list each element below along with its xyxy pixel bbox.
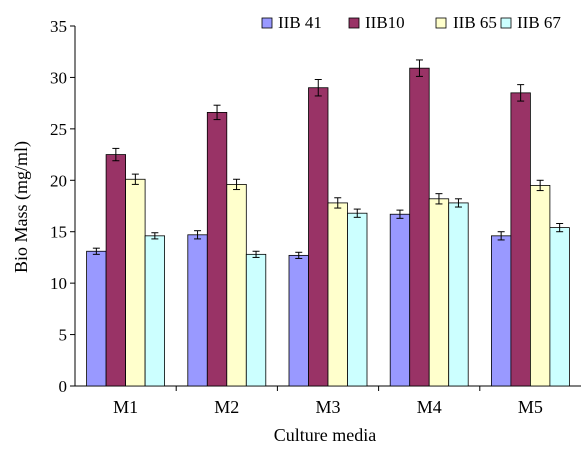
bar: [245, 253, 267, 387]
bar: [327, 202, 348, 387]
y-tick-label: 0: [59, 377, 68, 396]
legend-label: IIB 67: [517, 13, 561, 32]
x-tick-label: M5: [518, 397, 543, 417]
bar: [226, 183, 247, 387]
y-tick-label: 5: [59, 326, 68, 345]
axes: 0 5 10 15 20 25 30 35 M1 M2 M3 M4 M5: [50, 17, 581, 417]
bars: [86, 67, 570, 387]
bar: [549, 227, 570, 387]
bar: [125, 178, 146, 387]
x-tick-label: M1: [113, 397, 138, 417]
bar: [347, 212, 368, 387]
x-tick-label: M2: [214, 397, 239, 417]
legend-swatch: [261, 17, 273, 29]
bar: [308, 87, 329, 387]
legend: IIB 41 IIB10 IIB 65 IIB 67: [261, 13, 561, 32]
y-tick-label: 10: [50, 274, 67, 293]
legend-label: IIB10: [365, 13, 405, 32]
legend-swatch: [500, 17, 512, 29]
bar: [389, 213, 411, 387]
y-tick-label: 25: [50, 120, 67, 139]
bar: [187, 234, 208, 387]
bar: [105, 154, 126, 387]
x-tick-label: M4: [417, 397, 442, 417]
y-axis-label: Bio Mass (mg/ml): [11, 141, 32, 273]
bar: [288, 254, 309, 387]
legend-label: IIB 65: [453, 13, 497, 32]
legend-swatch: [435, 17, 447, 29]
legend-label: IIB 41: [278, 13, 322, 32]
y-tick-label: 30: [50, 68, 67, 87]
bar: [409, 67, 430, 387]
legend-swatch: [348, 17, 360, 29]
bar: [510, 92, 531, 387]
bar: [206, 112, 228, 387]
error-bars: [92, 59, 564, 259]
bar: [144, 235, 166, 387]
bar: [490, 235, 512, 387]
bar: [448, 202, 469, 387]
x-tick-label: M3: [315, 397, 340, 417]
y-tick-label: 20: [50, 171, 67, 190]
y-tick-label: 15: [50, 223, 67, 242]
x-axis-label: Culture media: [274, 425, 376, 445]
y-tick-label: 35: [50, 17, 67, 36]
axis-labels: Culture media Bio Mass (mg/ml): [11, 141, 376, 445]
bar: [530, 185, 551, 387]
bar: [86, 250, 107, 387]
bar: [428, 198, 450, 387]
